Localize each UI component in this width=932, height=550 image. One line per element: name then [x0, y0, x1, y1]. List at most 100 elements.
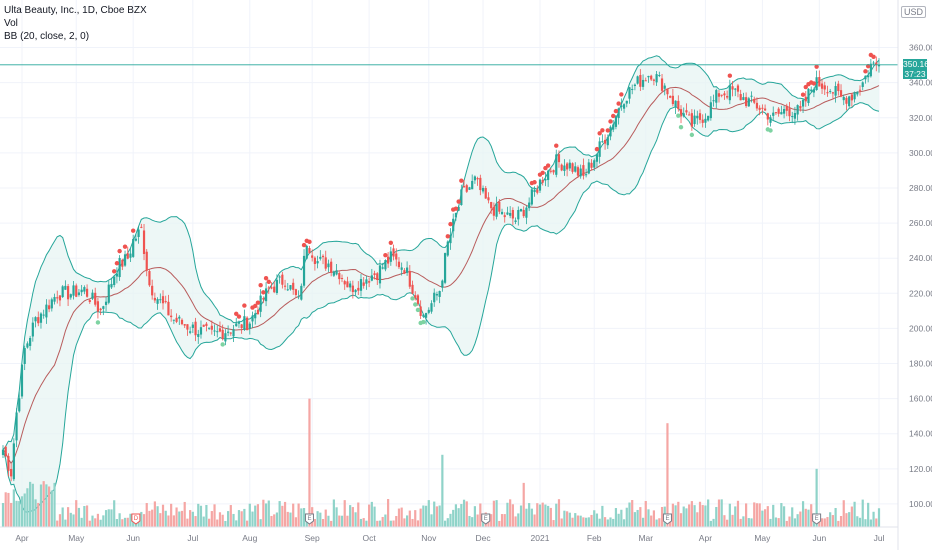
earnings-marker[interactable]: E	[662, 513, 672, 525]
volume-bar	[731, 514, 734, 527]
candle-body	[644, 80, 647, 82]
volume-bar	[541, 502, 544, 527]
candlesticks	[1, 56, 881, 482]
candle-body	[845, 97, 848, 104]
volume-bar	[807, 509, 810, 527]
volume-bar	[357, 502, 360, 527]
volume-bar	[91, 515, 94, 527]
volume-bar	[443, 520, 447, 527]
candle-body	[701, 119, 704, 123]
candle-body	[522, 209, 525, 217]
volume-bar	[422, 505, 425, 527]
volume-bar	[235, 520, 238, 527]
overbought-dot	[600, 128, 605, 133]
volume-bar	[208, 518, 211, 527]
earnings-marker[interactable]: E	[812, 513, 822, 525]
y-tick-label: 360.00	[909, 43, 932, 53]
volume-bar	[509, 499, 512, 527]
volume-bar	[742, 516, 745, 527]
volume-bar	[175, 507, 178, 527]
earnings-marker[interactable]: E	[481, 513, 491, 525]
candle-body	[142, 230, 146, 254]
volume-indicator-label[interactable]: Vol	[4, 18, 18, 29]
volume-bar	[50, 490, 53, 527]
volume-bar	[723, 515, 726, 527]
candle-body	[91, 292, 94, 299]
volume-bar	[715, 506, 718, 527]
volume-bar	[180, 510, 184, 527]
bb-indicator-label[interactable]: BB (20, close, 2, 0)	[4, 31, 90, 42]
candle-body	[126, 253, 129, 259]
symbol-title[interactable]: Ulta Beauty, Inc., 1D, Cboe BZX	[4, 5, 147, 16]
candle-body	[23, 348, 26, 364]
candle-body	[12, 443, 15, 480]
volume-bar	[796, 514, 799, 527]
oversold-dot	[413, 302, 418, 307]
time-axis[interactable]: Apr May Jun Jul Aug Sep Oct Nov Dec 2021 Feb Mar Apr…	[0, 526, 898, 543]
volume-bar	[609, 517, 612, 527]
candle-body	[777, 108, 780, 114]
candle-body	[574, 166, 577, 172]
earnings-marker[interactable]: E	[304, 513, 314, 525]
volume-bar	[376, 520, 379, 527]
candle-body	[178, 316, 181, 319]
candle-body	[587, 162, 590, 174]
candle-body	[64, 285, 67, 290]
candle-body	[7, 456, 10, 471]
candle-body	[286, 289, 289, 291]
volume-bar	[734, 506, 737, 527]
volume-bar	[603, 517, 607, 527]
x-tick-label: May	[68, 533, 85, 543]
candle-body	[745, 97, 748, 107]
volume-bar	[563, 510, 566, 527]
overbought-dot	[619, 92, 624, 97]
volume-bar	[58, 514, 62, 527]
volume-bar	[218, 512, 222, 527]
volume-bar	[370, 501, 373, 527]
candle-body	[530, 189, 533, 205]
candle-body	[37, 317, 40, 324]
candle-body	[598, 141, 601, 157]
x-tick-label: Jun	[812, 533, 826, 543]
candle-body	[50, 299, 53, 309]
candle-body	[292, 282, 295, 290]
candle-body	[245, 317, 249, 331]
volume-bar	[628, 502, 631, 527]
candle-body	[579, 168, 582, 177]
volume-bar	[83, 506, 86, 527]
volume-bar	[538, 504, 542, 527]
oversold-dot	[410, 296, 415, 301]
volume-bar	[346, 515, 349, 527]
overbought-dot	[301, 242, 307, 248]
overbought-dot	[388, 240, 394, 246]
candle-body	[411, 284, 414, 294]
volume-bar	[289, 512, 292, 527]
volume-bar	[72, 514, 75, 527]
candle-body	[335, 270, 338, 275]
volume-bar	[704, 505, 707, 527]
candle-body	[848, 96, 851, 107]
overbought-dot	[597, 131, 602, 136]
candle-body	[772, 112, 775, 116]
currency-label[interactable]: USD	[900, 6, 926, 18]
volume-bar	[601, 505, 604, 527]
x-tick-label: Feb	[587, 533, 602, 543]
dividend-marker[interactable]: D	[131, 513, 141, 525]
candle-body	[460, 189, 463, 206]
price-axis[interactable]: 100.00 120.00 140.00 160.00 180.00 200.00 220.…	[897, 0, 932, 550]
candle-body	[137, 229, 140, 238]
candle-body	[734, 88, 737, 90]
oversold-dot	[415, 307, 421, 313]
candle-body	[34, 317, 37, 322]
y-tick-label: 120.00	[909, 464, 932, 474]
candle-body	[4, 446, 7, 457]
candle-body	[810, 89, 813, 92]
candle-body	[140, 226, 143, 228]
candle-body	[655, 74, 658, 83]
volume-bar	[622, 519, 626, 527]
candle-body	[278, 276, 281, 278]
candle-body	[66, 286, 70, 300]
candle-body	[332, 271, 335, 276]
